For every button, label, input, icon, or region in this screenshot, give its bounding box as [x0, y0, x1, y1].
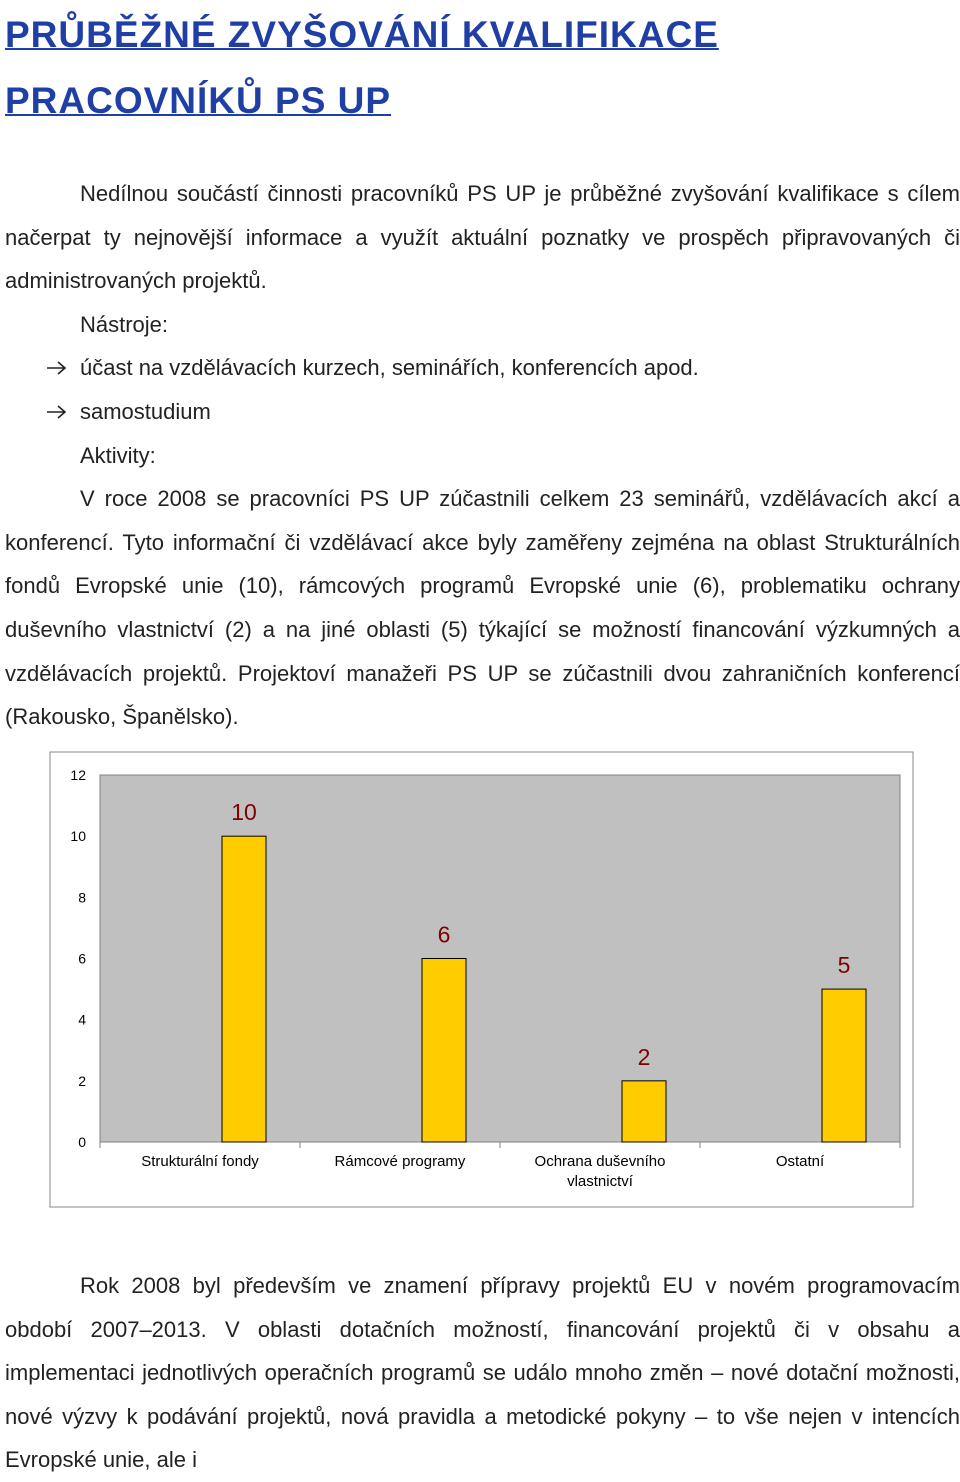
y-tick-label: 2	[78, 1073, 86, 1089]
arrow-icon	[47, 361, 67, 375]
x-tick-label: Ostatní	[775, 1153, 825, 1170]
heading-line: PRŮBĚŽNÉ ZVYŠOVÁNÍ KVALIFIKACE	[5, 14, 719, 55]
bullet-item: samostudium	[5, 390, 960, 434]
y-tick-label: 12	[70, 767, 86, 783]
bar	[421, 958, 467, 1143]
bar	[821, 988, 867, 1143]
paragraph: V roce 2008 se pracovníci PS UP zúčastni…	[5, 486, 960, 730]
value-label: 2	[638, 1044, 651, 1070]
x-tick-label: Strukturální fondy	[141, 1153, 259, 1170]
y-tick-label: 8	[78, 889, 86, 905]
heading: PRŮBĚŽNÉ ZVYŠOVÁNÍ KVALIFIKACE PRACOVNÍK…	[5, 2, 719, 134]
paragraph: Aktivity:	[80, 442, 156, 468]
heading-line: PRACOVNÍKŮ PS UP	[5, 80, 392, 121]
y-tick-label: 6	[78, 951, 86, 967]
y-tick-label: 4	[78, 1012, 86, 1028]
bullet-text: samostudium	[80, 398, 211, 424]
text-block: Rok 2008 byl především ve znamení přípra…	[5, 1264, 960, 1482]
value-label: 10	[231, 799, 257, 825]
value-label: 5	[838, 952, 851, 978]
bullet-text: účast na vzdělávacích kurzech, semináříc…	[80, 355, 699, 381]
paragraph: Rok 2008 byl především ve znamení přípra…	[5, 1273, 960, 1473]
bar	[621, 1080, 667, 1143]
bar	[221, 835, 267, 1143]
x-tick-label: Rámcové programy	[334, 1153, 466, 1170]
paragraph: Nástroje:	[80, 311, 169, 337]
value-label: 6	[438, 922, 451, 948]
paragraph: Nedílnou součástí činnosti pracovníků PS…	[5, 181, 960, 294]
arrow-icon	[47, 405, 67, 419]
chart: 0 2 4 6 8 10 12 10 6 2 5 Strukturální fondy Rámcové…	[0, 740, 960, 1220]
text-block: Nedílnou součástí činnosti pracovníků PS…	[5, 172, 960, 739]
y-tick-label: 10	[70, 828, 86, 844]
x-tick-label: Ochrana duševního vlastnictví	[534, 1153, 666, 1190]
plot-area	[99, 774, 901, 1143]
bullet-item: účast na vzdělávacích kurzech, semináříc…	[5, 346, 960, 390]
chart-svg: 0 2 4 6 8 10 12 10 6 2 5	[49, 751, 914, 1208]
y-tick-label: 0	[78, 1134, 86, 1150]
